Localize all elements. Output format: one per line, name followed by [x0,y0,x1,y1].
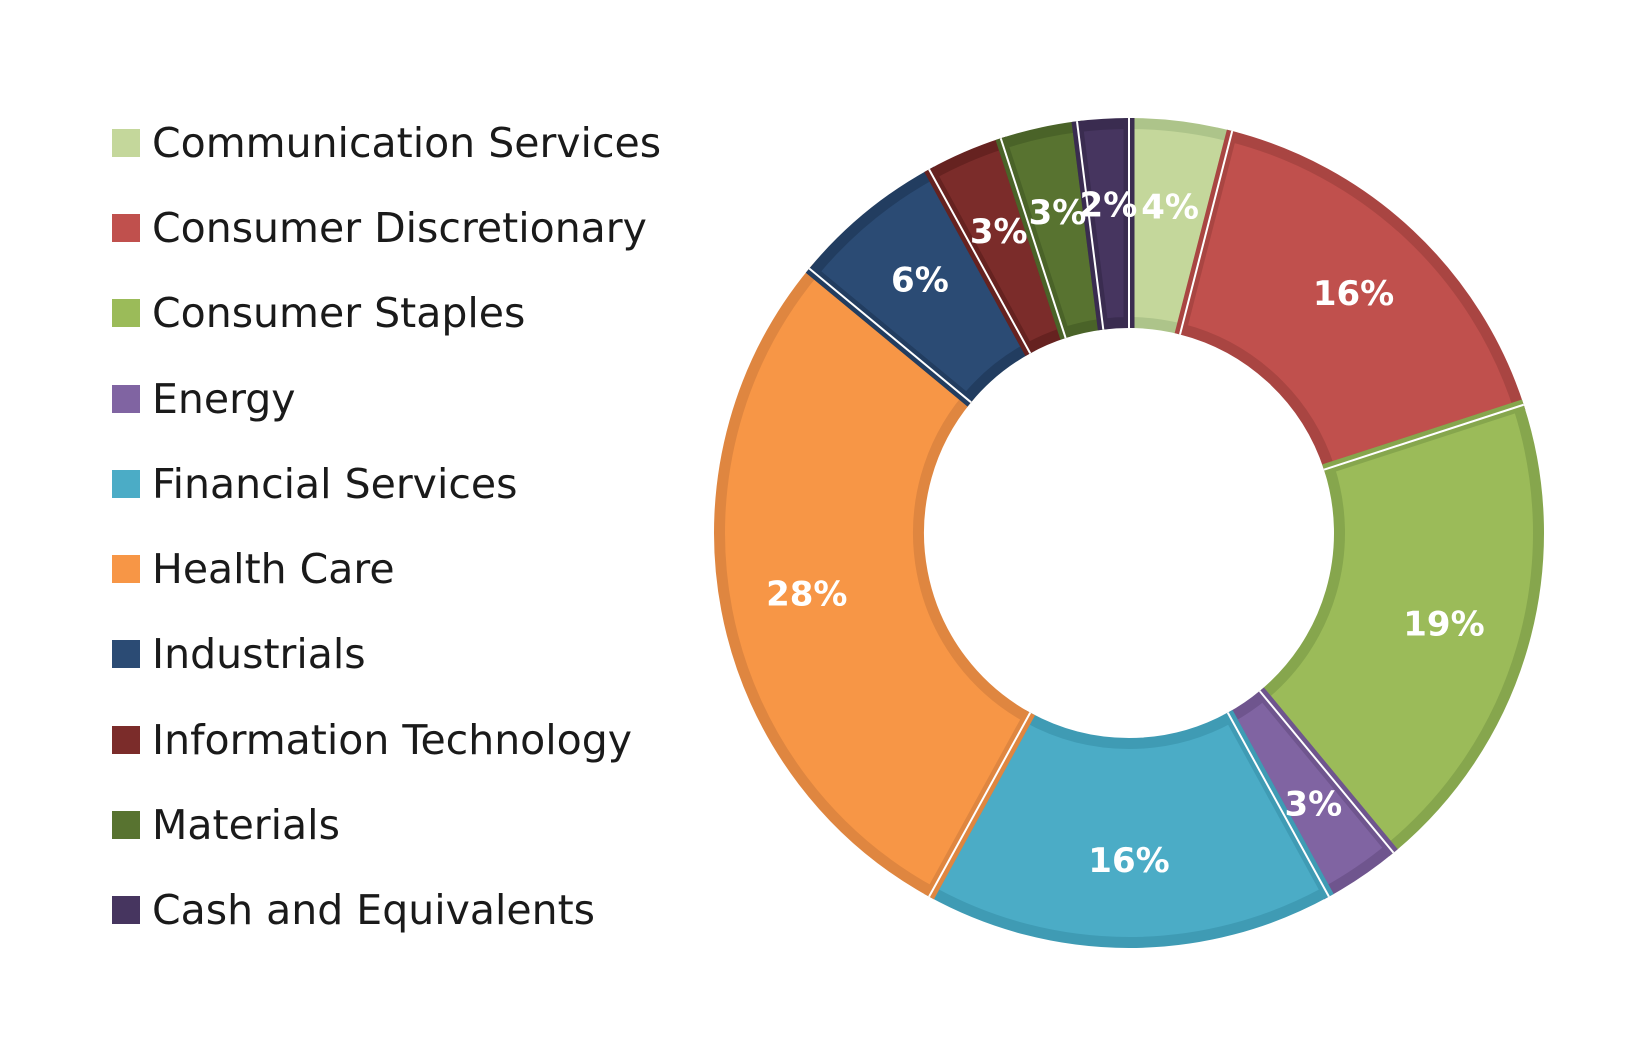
legend-label: Financial Services [152,459,518,508]
legend-item-health-care: Health Care [112,526,661,611]
data-label-industrials: 6% [891,260,949,300]
legend-swatch [112,555,140,584]
legend-swatch [112,640,140,669]
legend-label: Industrials [152,630,366,679]
slice-separator [1323,403,1524,471]
legend-swatch [112,725,140,754]
slice-separator [928,712,1032,898]
slice-consumer-staples [1255,399,1544,857]
legend-label: Information Technology [152,715,633,764]
donut-slices [714,117,1544,948]
legend-swatch [112,384,140,413]
slice-separator [1258,690,1395,854]
slice-financial-services [924,709,1334,948]
legend-item-consumer-staples: Consumer Staples [112,271,661,356]
legend-swatch [112,299,140,328]
legend-swatch [112,213,140,242]
legend-label: Consumer Discretionary [152,203,647,252]
chart-legend: Communication Services Consumer Discretio… [112,100,661,953]
data-label-information-technology: 3% [970,212,1028,252]
legend-label: Energy [152,374,296,423]
legend-swatch [112,896,140,925]
slice-health-care [714,264,1036,900]
slice-separator [808,267,972,404]
slice-separator [928,168,1032,354]
slice-consumer-discretionary [1174,129,1526,475]
legend-label: Communication Services [152,118,662,167]
legend-label: Materials [152,801,340,850]
slice-separator [1075,121,1105,330]
legend-label: Consumer Staples [152,289,526,338]
legend-item-energy: Energy [112,356,661,441]
data-label-materials: 3% [1029,193,1087,233]
data-label-financial-services: 16% [1088,841,1169,881]
legend-item-financial-services: Financial Services [112,441,661,526]
legend-item-information-technology: Information Technology [112,697,661,782]
legend-swatch [112,128,140,157]
legend-label: Cash and Equivalents [152,886,596,935]
data-label-consumer-staples: 19% [1403,605,1484,645]
legend-swatch [112,811,140,840]
legend-item-industrials: Industrials [112,612,661,697]
slice-separator [1226,712,1330,898]
data-label-communication-services: 4% [1141,188,1199,228]
data-labels: 4%16%19%3%16%28%6%3% 3%2% [766,186,1485,881]
legend-item-communication-services: Communication Services [112,100,661,185]
legend-item-materials: Materials [112,782,661,867]
slice-separator [1179,130,1234,335]
data-label-energy: 3% [1284,784,1342,824]
legend-swatch [112,469,140,498]
data-label-health-care: 28% [766,574,847,614]
legend-item-cash-and-equivalents: Cash and Equivalents [112,868,661,953]
data-label-cash-and-equivalents: 2% [1080,186,1138,226]
legend-label: Health Care [152,545,395,594]
data-label-consumer-discretionary: 16% [1313,274,1394,314]
legend-item-consumer-discretionary: Consumer Discretionary [112,185,661,270]
slice-separator [999,138,1067,339]
